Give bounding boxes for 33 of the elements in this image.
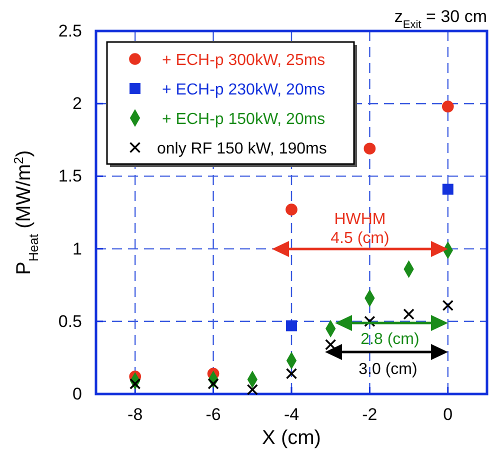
point [442, 100, 454, 112]
legend-label: + ECH-p 300kW, 25ms [162, 52, 326, 69]
point [286, 368, 298, 380]
legend-label: only RF 150 kW, 190ms [157, 140, 327, 158]
y-tick-label: 1.5 [58, 166, 82, 186]
y-tick-label: 0 [72, 384, 82, 404]
point [324, 339, 336, 350]
annotation: HWHM [334, 211, 386, 228]
point [364, 316, 376, 328]
point [364, 142, 376, 155]
y-tick-label: 0.5 [58, 312, 82, 331]
annotation: 3.0 (cm) [358, 361, 418, 378]
x-tick-label: -6 [206, 405, 221, 424]
x-tick-label: 0 [443, 405, 453, 424]
point [442, 300, 454, 312]
x-tick-label: -2 [362, 405, 378, 424]
y-tick-label: 1 [72, 239, 82, 258]
chart-title: z$_{Exit}$ = 30 cm [394, 7, 487, 31]
legend-label: + ECH-p 230kW, 20ms [162, 82, 326, 98]
point [286, 320, 297, 332]
annotation: 4.5 (cm) [330, 230, 390, 247]
y-tick-label: 2.5 [58, 21, 82, 40]
point [403, 308, 414, 320]
point [208, 378, 219, 390]
point [246, 384, 258, 396]
point [442, 184, 454, 195]
x-tick-label: -8 [128, 405, 143, 424]
legend-label: + ECH-p 150kW, 20ms [162, 111, 326, 128]
point [286, 204, 298, 216]
point [129, 378, 141, 390]
y-tick-label: 2 [72, 94, 82, 114]
x-tick-label: -4 [284, 405, 300, 424]
x-axis-title: X (cm) [262, 427, 321, 449]
